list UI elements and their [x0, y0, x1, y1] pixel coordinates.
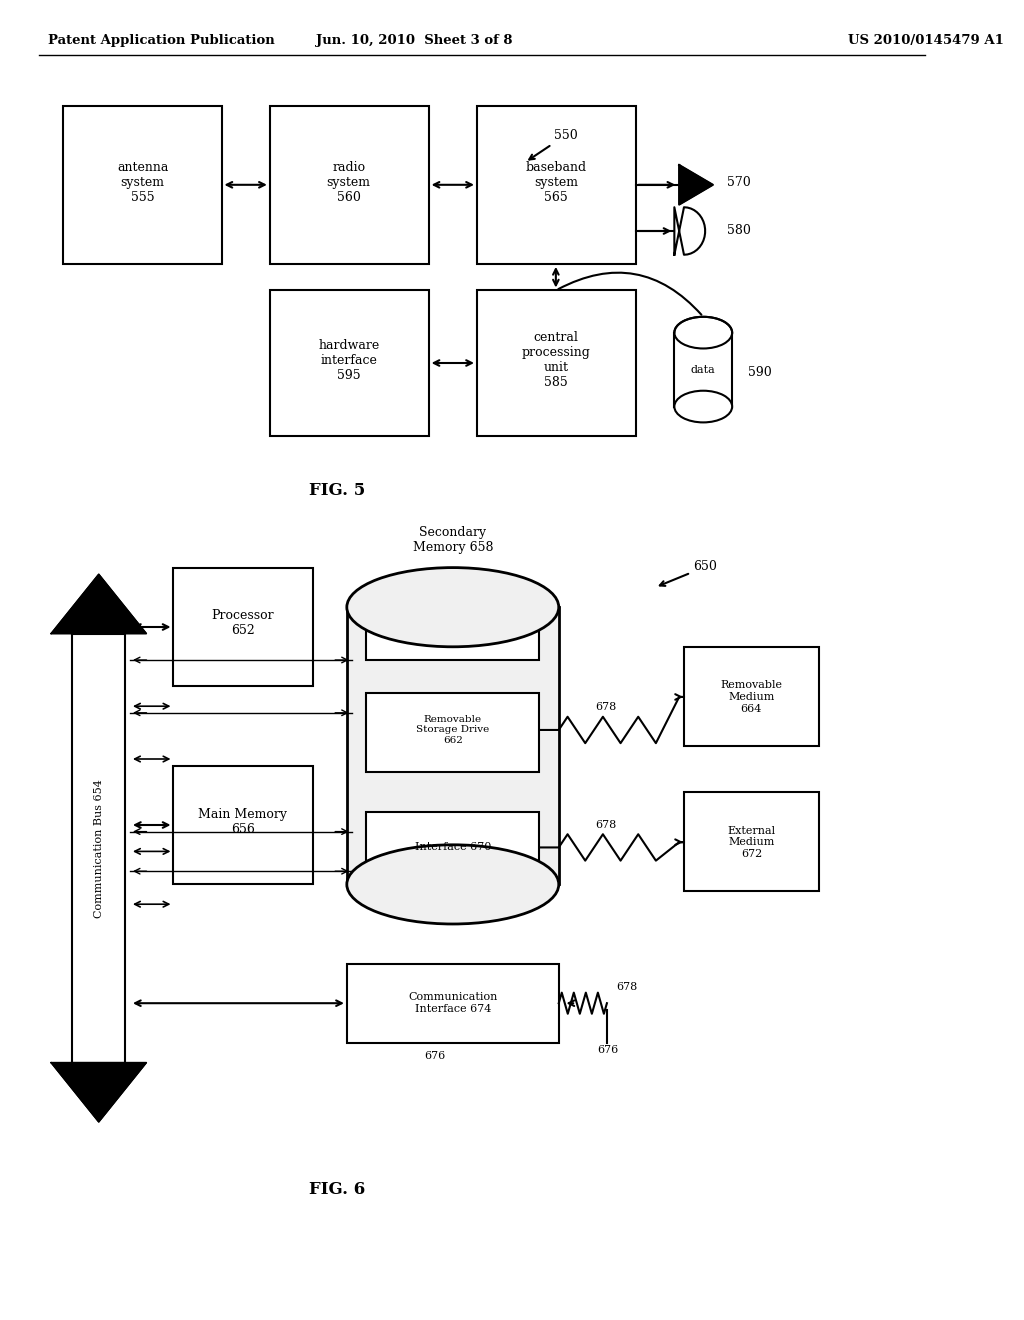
FancyBboxPatch shape: [366, 594, 540, 660]
Text: Removable
Medium
664: Removable Medium 664: [721, 680, 782, 714]
Text: 570: 570: [727, 176, 751, 189]
Text: Processor
652: Processor 652: [211, 609, 274, 638]
FancyBboxPatch shape: [269, 290, 429, 436]
Text: Secondary
Memory 658: Secondary Memory 658: [413, 527, 493, 554]
Ellipse shape: [675, 317, 732, 348]
Text: 580: 580: [727, 224, 752, 238]
Polygon shape: [51, 574, 146, 634]
Text: 678: 678: [595, 702, 616, 713]
Text: hardware
interface
595: hardware interface 595: [318, 339, 379, 381]
Text: 678: 678: [595, 820, 616, 830]
FancyBboxPatch shape: [684, 792, 819, 891]
FancyBboxPatch shape: [477, 290, 636, 436]
Text: Patent Application Publication: Patent Application Publication: [48, 34, 274, 48]
FancyBboxPatch shape: [62, 106, 221, 264]
Polygon shape: [73, 634, 125, 1063]
Text: US 2010/0145479 A1: US 2010/0145479 A1: [848, 34, 1004, 48]
FancyBboxPatch shape: [366, 812, 540, 884]
Text: baseband
system
565: baseband system 565: [525, 161, 587, 203]
Text: 676: 676: [597, 1045, 618, 1056]
FancyBboxPatch shape: [684, 647, 819, 746]
Ellipse shape: [347, 568, 559, 647]
Polygon shape: [679, 165, 713, 205]
FancyBboxPatch shape: [366, 693, 540, 772]
Text: Communication Bus 654: Communication Bus 654: [94, 779, 103, 917]
FancyBboxPatch shape: [173, 568, 313, 686]
Text: data: data: [691, 364, 716, 375]
Text: 676: 676: [424, 1051, 445, 1061]
Ellipse shape: [347, 845, 559, 924]
Text: External
Medium
672: External Medium 672: [727, 825, 775, 859]
Text: 590: 590: [748, 366, 771, 379]
Text: 650: 650: [659, 560, 718, 586]
Text: FIG. 5: FIG. 5: [309, 482, 366, 499]
Text: Jun. 10, 2010  Sheet 3 of 8: Jun. 10, 2010 Sheet 3 of 8: [316, 34, 512, 48]
Bar: [675, 333, 732, 407]
Text: FIG. 6: FIG. 6: [309, 1181, 366, 1199]
Polygon shape: [51, 1063, 146, 1122]
Text: 550: 550: [529, 128, 578, 160]
FancyBboxPatch shape: [269, 106, 429, 264]
FancyBboxPatch shape: [173, 766, 313, 884]
Text: Main Memory
656: Main Memory 656: [199, 808, 288, 837]
Text: Communication
Interface 674: Communication Interface 674: [409, 993, 498, 1014]
Text: Hard Disk Drive
660: Hard Disk Drive 660: [408, 616, 499, 638]
Text: central
processing
unit
585: central processing unit 585: [521, 331, 590, 389]
Text: antenna
system
555: antenna system 555: [117, 161, 168, 203]
FancyBboxPatch shape: [347, 964, 559, 1043]
Text: Interface 670: Interface 670: [415, 842, 490, 853]
Ellipse shape: [675, 391, 732, 422]
Text: 678: 678: [616, 982, 638, 993]
Text: radio
system
560: radio system 560: [327, 161, 371, 203]
Bar: [347, 607, 559, 884]
Text: Removable
Storage Drive
662: Removable Storage Drive 662: [416, 715, 489, 744]
FancyBboxPatch shape: [477, 106, 636, 264]
